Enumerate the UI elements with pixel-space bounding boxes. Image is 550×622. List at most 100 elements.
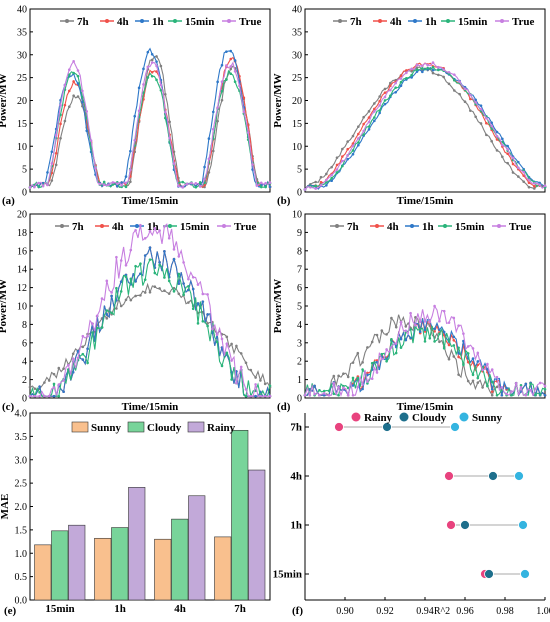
data-point-1h xyxy=(479,104,483,107)
data-point-True xyxy=(182,261,185,264)
data-point-True xyxy=(233,70,237,73)
data-point-15min xyxy=(476,376,480,380)
data-point-15min xyxy=(59,113,62,117)
legend-marker-Sunny xyxy=(459,412,469,422)
data-point-15min xyxy=(534,393,537,397)
data-point-15min xyxy=(110,311,113,315)
data-point-1h xyxy=(409,336,412,340)
data-point-7h xyxy=(415,66,419,69)
data-point-1h xyxy=(490,121,493,125)
legend-marker-7h xyxy=(335,224,339,228)
bar-Cloudy-15min xyxy=(51,530,69,601)
data-point-15min xyxy=(327,389,331,393)
legend-label-4h: 4h xyxy=(112,221,124,233)
data-point-4h xyxy=(485,121,488,125)
data-point-True xyxy=(463,87,467,91)
data-point-1h xyxy=(399,337,403,341)
data-point-1h xyxy=(543,393,547,397)
data-point-15min xyxy=(76,74,80,78)
data-point-True xyxy=(437,66,440,69)
data-point-7h xyxy=(330,165,333,169)
data-point-15min xyxy=(264,185,267,189)
data-point-True xyxy=(203,177,206,181)
y-axis-label: Power/MW xyxy=(0,73,9,127)
data-point-7h xyxy=(105,317,109,320)
data-point-15min xyxy=(495,393,499,397)
data-point-15min xyxy=(405,76,408,80)
data-point-1h xyxy=(146,50,150,54)
data-point-True xyxy=(366,380,369,383)
data-point-True xyxy=(438,319,441,323)
data-point-True xyxy=(158,229,161,232)
legend-marker-4h xyxy=(378,19,382,23)
data-point-15min xyxy=(452,344,456,347)
legend-marker-1h xyxy=(410,224,414,228)
data-point-1h xyxy=(85,129,89,133)
data-point-True xyxy=(457,324,460,327)
y-tick-label: 30 xyxy=(292,50,302,61)
data-point-7h xyxy=(47,379,51,382)
data-point-True xyxy=(168,136,171,140)
x-axis-label: Time/15min xyxy=(397,401,454,413)
legend-label-15min: 15min xyxy=(455,221,484,233)
data-point-True xyxy=(163,110,167,114)
data-point-7h xyxy=(129,298,133,302)
data-point-1h xyxy=(346,157,349,161)
data-point-1h xyxy=(196,302,200,305)
data-point-7h xyxy=(62,367,65,370)
data-point-15min xyxy=(196,322,200,325)
data-point-4h xyxy=(54,151,58,155)
y-tick-label: 4 xyxy=(22,357,27,368)
data-point-15min xyxy=(153,271,157,275)
data-point-1h xyxy=(163,249,166,253)
data-point-True xyxy=(129,168,132,172)
data-point-7h xyxy=(474,115,477,119)
data-point-True xyxy=(139,223,142,227)
data-point-15min xyxy=(158,263,161,267)
y-tick-label: 30 xyxy=(17,50,27,61)
series-line-15min xyxy=(304,325,546,397)
legend-marker-True xyxy=(497,224,501,228)
data-point-7h xyxy=(50,179,54,182)
data-point-1h xyxy=(366,373,369,377)
data-point-4h xyxy=(452,339,456,342)
data-point-7h xyxy=(235,344,238,348)
data-point-True xyxy=(485,117,488,120)
data-point-True xyxy=(94,166,97,170)
data-point-True xyxy=(442,68,445,71)
data-point-True xyxy=(190,181,193,185)
data-point-True xyxy=(163,225,166,228)
data-point-15min xyxy=(335,171,339,174)
data-point-7h xyxy=(366,346,369,349)
data-point-7h xyxy=(124,298,128,302)
y-tick-label: 9 xyxy=(297,228,302,239)
data-point-15min xyxy=(182,293,185,296)
y-axis-label: MAE xyxy=(0,494,11,520)
series-line-15min xyxy=(29,69,271,188)
data-point-True xyxy=(362,129,365,133)
data-point-True xyxy=(394,81,397,85)
legend-label-15min: 15min xyxy=(185,16,214,28)
data-point-7h xyxy=(431,71,435,75)
data-point-15min xyxy=(383,99,387,102)
data-point-True xyxy=(220,337,224,341)
data-point-4h xyxy=(495,138,499,141)
data-point-True xyxy=(107,183,110,187)
data-point-15min xyxy=(124,275,128,279)
data-point-True xyxy=(490,124,493,128)
data-point-1h xyxy=(182,282,185,285)
data-point-7h xyxy=(341,147,344,151)
data-point-7h xyxy=(437,73,440,77)
data-point-4h xyxy=(490,390,494,393)
data-point-True xyxy=(134,228,137,232)
data-point-15min xyxy=(351,149,355,152)
data-point-True xyxy=(150,61,154,64)
data-point-True xyxy=(458,80,461,84)
dot-Cloudy-15min xyxy=(484,569,494,579)
data-point-True xyxy=(308,393,312,397)
data-point-15min xyxy=(163,116,167,120)
legend-marker-7h xyxy=(65,19,69,23)
data-point-True xyxy=(72,60,75,63)
x-tick-label: 7h xyxy=(234,603,246,615)
data-point-True xyxy=(59,103,62,107)
